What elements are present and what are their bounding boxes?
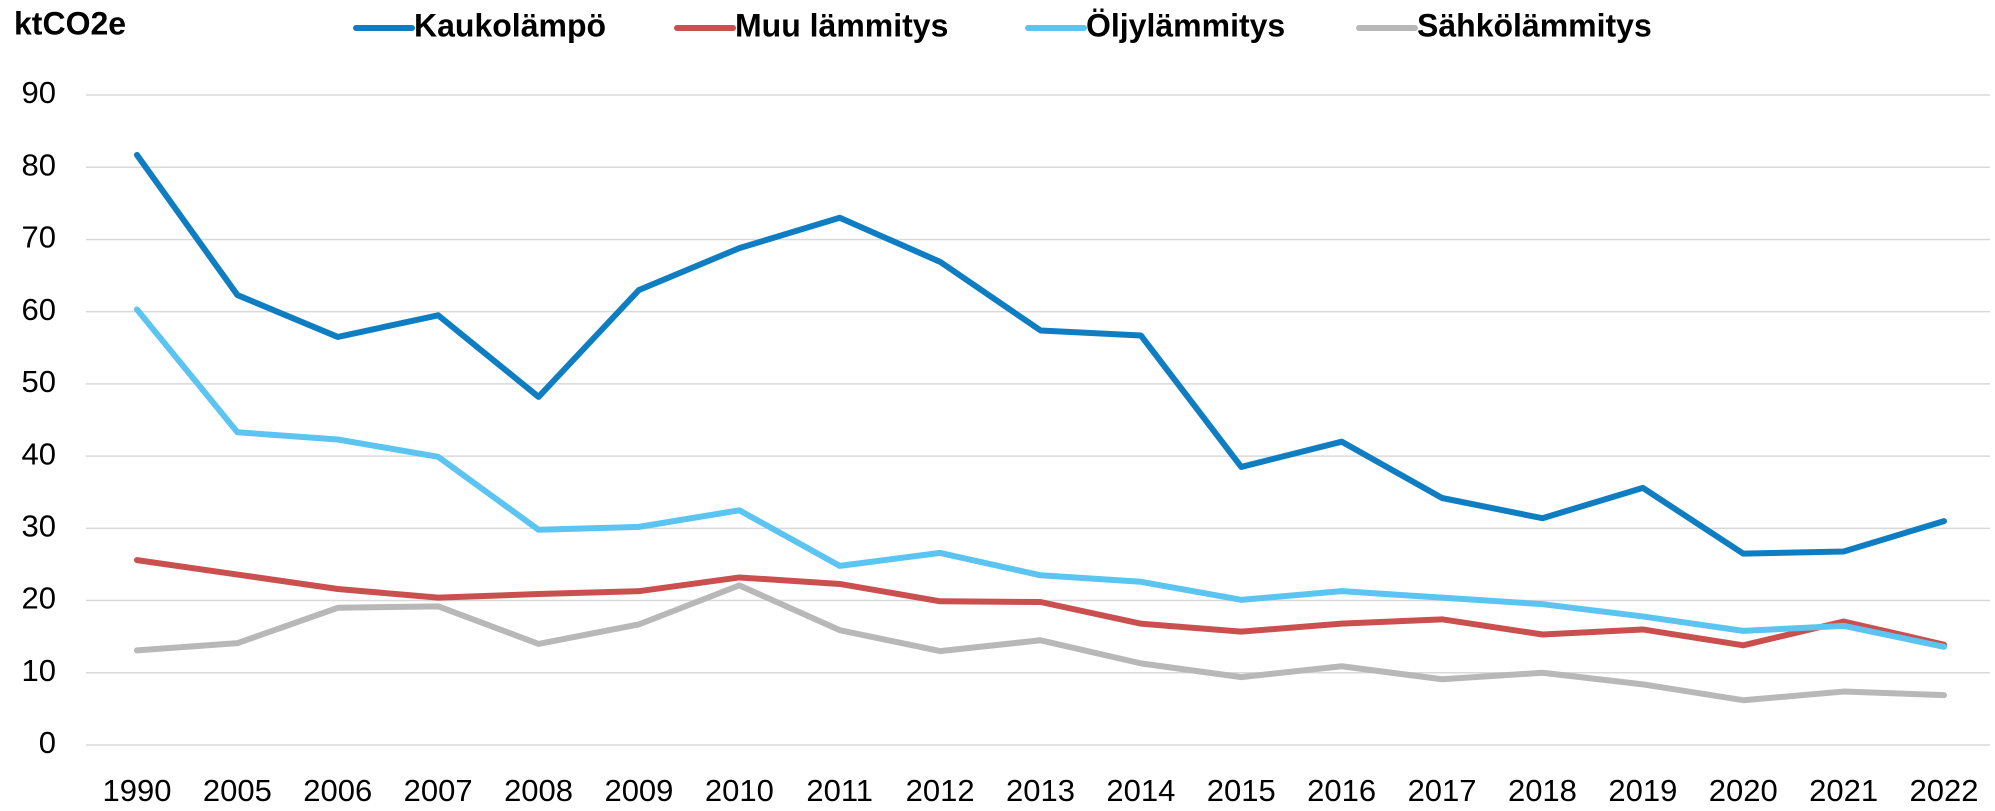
y-axis-label: ktCO2e	[14, 5, 126, 41]
x-tick-label: 2010	[705, 773, 774, 808]
x-tick-label: 2007	[404, 773, 473, 808]
y-tick-label: 90	[22, 75, 56, 110]
y-tick-label: 80	[22, 147, 56, 182]
x-tick-label: 2006	[303, 773, 372, 808]
y-tick-label: 70	[22, 220, 56, 255]
x-tick-label: 2009	[604, 773, 673, 808]
x-tick-label: 2012	[906, 773, 975, 808]
y-tick-label: 30	[22, 509, 56, 544]
x-tick-label: 2022	[1910, 773, 1979, 808]
x-tick-label: 2021	[1809, 773, 1878, 808]
legend-label: Sähkölämmitys	[1417, 7, 1652, 43]
x-tick-label: 2014	[1106, 773, 1175, 808]
series-line	[134, 151, 1947, 557]
y-tick-label: 0	[39, 725, 56, 760]
x-tick-label: 2018	[1508, 773, 1577, 808]
x-tick-label: 2017	[1408, 773, 1477, 808]
y-tick-label: 40	[22, 436, 56, 471]
x-tick-label: 2016	[1307, 773, 1376, 808]
y-tick-label: 10	[22, 653, 56, 688]
x-tick-label: 2008	[504, 773, 573, 808]
series-line	[134, 306, 1947, 650]
x-tick-label: 2011	[806, 773, 873, 808]
legend-label: Muu lämmitys	[735, 7, 948, 43]
y-tick-label: 50	[22, 364, 56, 399]
legend-label: Öljylämmitys	[1086, 7, 1285, 43]
y-tick-label: 20	[22, 581, 56, 616]
x-tick-label: 2013	[1006, 773, 1075, 808]
x-tick-label: 2019	[1608, 773, 1677, 808]
series-line	[134, 582, 1947, 704]
x-tick-label: 2015	[1207, 773, 1276, 808]
series-line	[134, 557, 1947, 649]
x-tick-label: 1990	[103, 773, 172, 808]
legend-label: Kaukolämpö	[414, 7, 606, 43]
y-tick-label: 60	[22, 292, 56, 327]
x-tick-label: 2005	[203, 773, 272, 808]
x-tick-label: 2020	[1709, 773, 1778, 808]
